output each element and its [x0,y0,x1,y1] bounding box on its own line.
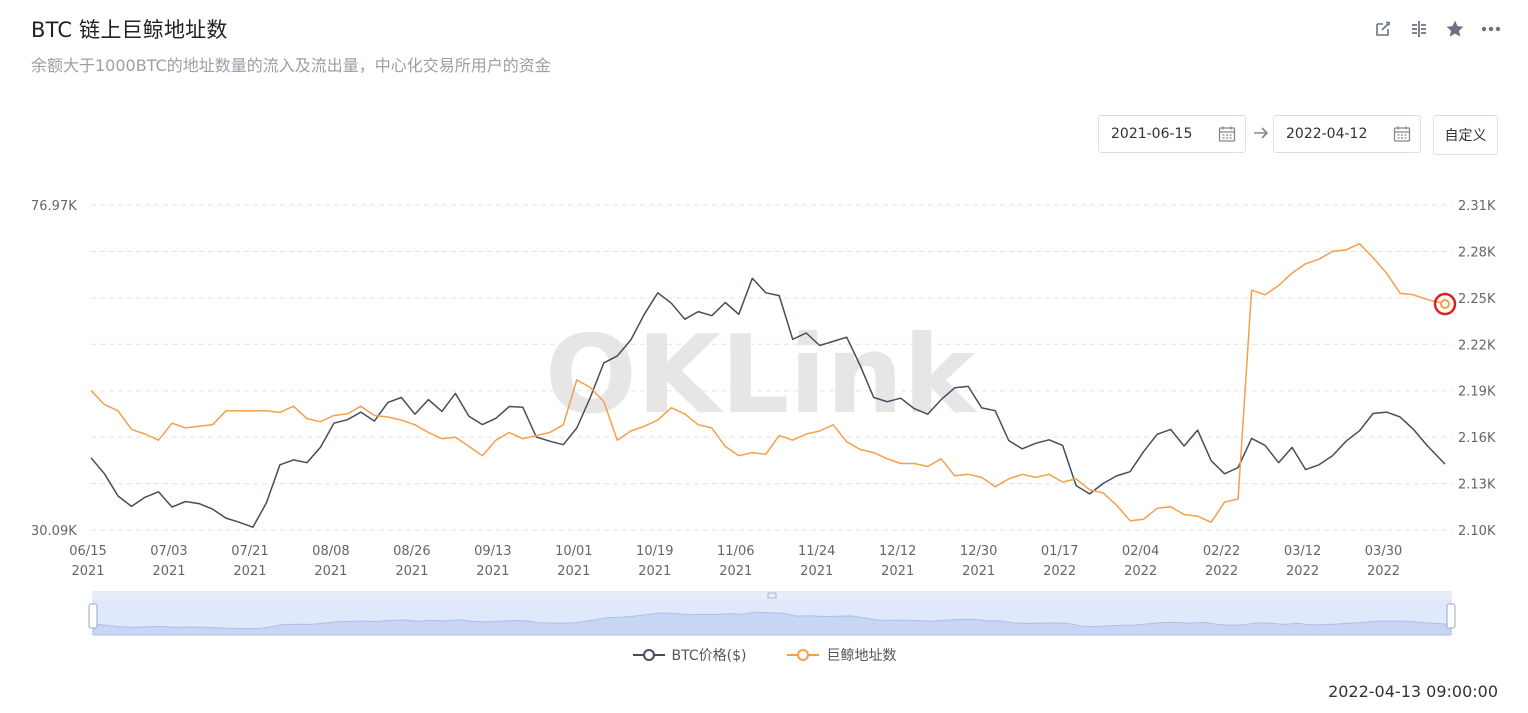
x-tick-year: 2021 [962,564,995,579]
whale-address-line [90,242,1446,524]
x-tick-date: 12/12 [879,544,916,559]
x-tick-date: 11/06 [717,544,754,559]
arrow-right-icon [1254,127,1269,139]
slider-drag-grip[interactable] [767,592,777,599]
slider-top-bar[interactable] [93,592,1451,600]
right-tick-label: 2.16K [1458,431,1496,446]
more-icon[interactable] [1480,18,1502,40]
series-layer [90,242,1446,528]
x-tick-year: 2021 [152,564,185,579]
x-tick-year: 2021 [395,564,428,579]
zoom-slider[interactable] [88,591,1456,636]
slider-left-handle[interactable] [88,603,98,629]
compare-icon[interactable] [1408,18,1430,40]
x-tick-year: 2021 [881,564,914,579]
highlight-circle [1433,292,1457,316]
legend-whale-marker [787,649,820,661]
start-date-picker[interactable]: 2021-06-15 [1098,115,1246,153]
x-tick-date: 01/17 [1041,544,1078,559]
left-tick-label: 76.97K [31,199,77,214]
btc-price-line [90,277,1446,528]
calendar-icon [1218,126,1236,142]
watermark: OKLink [545,313,977,438]
x-tick-year: 2021 [314,564,347,579]
x-tick-year: 2022 [1124,564,1157,579]
calendar-icon [1393,126,1411,142]
x-tick-year: 2021 [557,564,590,579]
x-tick-date: 08/26 [393,544,430,559]
end-date-value: 2022-04-12 [1286,126,1368,142]
x-tick-date: 11/24 [798,544,835,559]
custom-range-button[interactable]: 自定义 [1433,115,1498,155]
left-tick-label: 30.09K [31,524,77,539]
x-tick-year: 2021 [233,564,266,579]
legend-btc-marker [632,649,665,661]
x-tick-year: 2022 [1205,564,1238,579]
grid-lines [91,204,1452,531]
x-tick-date: 07/03 [150,544,187,559]
x-tick-date: 10/01 [555,544,592,559]
right-axis: 2.31K 2.28K 2.25K 2.22K 2.19K 2.16K 2.13K 2.10K [1458,199,1496,539]
page-title: BTC 链上巨鲸地址数 [31,18,228,42]
x-tick-date: 03/12 [1284,544,1321,559]
x-tick-date: 09/13 [474,544,511,559]
page-subtitle: 余额大于1000BTC的地址数量的流入及流出量，中心化交易所用户的资金 [31,56,551,75]
right-tick-label: 2.13K [1458,478,1496,493]
right-tick-label: 2.19K [1458,385,1496,400]
legend-item-btc[interactable]: BTC价格($) [632,645,747,665]
x-tick-date: 07/21 [231,544,268,559]
right-tick-label: 2.10K [1458,524,1496,539]
x-tick-year: 2022 [1367,564,1400,579]
x-tick-date: 02/04 [1122,544,1159,559]
legend-item-whale[interactable]: 巨鲸地址数 [786,645,896,665]
marker-layer [1433,292,1457,316]
x-tick-year: 2021 [800,564,833,579]
legend: BTC价格($) 巨鲸地址数 [0,645,1528,665]
update-timestamp: 2022-04-13 09:00:00 [1328,682,1498,701]
toolbar [1372,18,1502,40]
whale-last-point [1440,299,1450,310]
legend-whale-label: 巨鲸地址数 [826,648,897,664]
edit-icon[interactable] [1372,18,1394,40]
x-tick-date: 03/30 [1365,544,1402,559]
x-tick-year: 2021 [719,564,752,579]
x-tick-year: 2021 [476,564,509,579]
x-axis: 06/15 2021 07/03 2021 07/21 2021 08/08 2021 08/2… [69,544,1402,579]
x-tick-year: 2021 [71,564,104,579]
x-tick-year: 2022 [1043,564,1076,579]
x-tick-date: 12/30 [960,544,997,559]
chart-canvas: OKLink 76.97K 30.09K 2.31K 2.28K 2.25K 2.22K… [31,199,1496,636]
right-tick-label: 2.28K [1458,245,1496,260]
x-tick-year: 2021 [638,564,671,579]
right-tick-label: 2.31K [1458,199,1496,214]
x-tick-date: 02/22 [1203,544,1240,559]
right-tick-label: 2.22K [1458,338,1496,353]
left-axis: 76.97K 30.09K [31,199,77,539]
x-tick-date: 06/15 [69,544,106,559]
x-tick-year: 2022 [1286,564,1319,579]
slider-preview-area [92,611,1452,636]
x-tick-date: 10/19 [636,544,673,559]
start-date-value: 2021-06-15 [1111,126,1193,142]
end-date-picker[interactable]: 2022-04-12 [1273,115,1421,153]
right-tick-label: 2.25K [1458,292,1496,307]
star-icon[interactable] [1444,18,1466,40]
slider-right-handle[interactable] [1446,603,1456,629]
x-tick-date: 08/08 [312,544,349,559]
legend-btc-label: BTC价格($) [671,648,747,664]
